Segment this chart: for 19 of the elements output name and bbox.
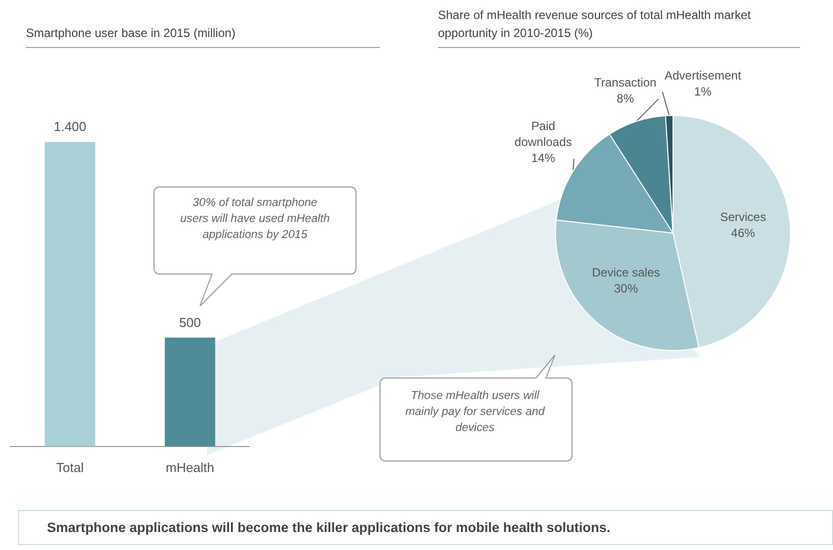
chart-title: Smartphone user base in 2015 (million)	[26, 24, 380, 48]
slice-label: Advertisement	[664, 68, 742, 82]
text: Smartphone applications will become the killer applications for mobile health solutions.	[18, 510, 833, 545]
slice-label: Services	[720, 210, 766, 224]
data-label: 1%	[694, 84, 712, 98]
data-label: 1.400	[54, 119, 86, 134]
data-label: 8%	[616, 91, 634, 106]
slice-label: Transaction	[594, 75, 656, 90]
data-label: 30%	[614, 281, 638, 296]
x-tick-label: mHealth	[166, 460, 214, 475]
slice-label: Paid downloads	[514, 118, 572, 149]
annotation: 30% of total smartphone users will have used mHealth applications by 2015	[180, 196, 330, 243]
data-label: 14%	[531, 150, 556, 165]
chart-title: Share of mHealth revenue sources of total mHealth market opportunity in 2010-2015 (%)	[438, 6, 800, 48]
slice-label: Device sales	[592, 265, 660, 280]
data-label: 46%	[731, 226, 756, 240]
text: Those mHealth users will mainly pay for services and devices	[404, 389, 546, 436]
x-tick-label: Total	[56, 460, 84, 475]
data-label: 500	[179, 314, 201, 330]
